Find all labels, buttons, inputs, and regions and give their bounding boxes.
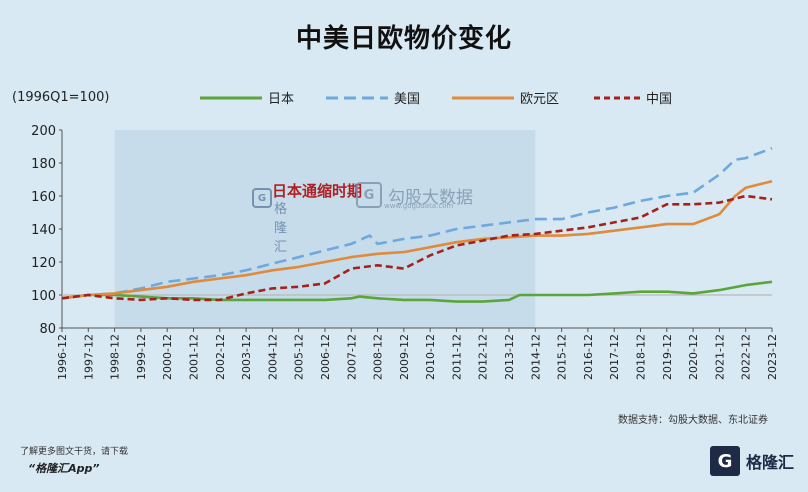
x-tick-label: 2013-12 [503,334,516,380]
x-tick-label: 2018-12 [635,334,648,380]
x-tick-label: 2002-12 [214,334,227,380]
legend-item-us: 美国 [326,88,420,107]
x-tick-label: 2005-12 [293,334,306,380]
y-tick-label: 180 [31,157,56,172]
chart-title: 中美日欧物价变化 [295,24,512,54]
x-tick-label: 2019-12 [661,334,674,380]
footer-app-name: “格隆汇App” [28,462,100,475]
series-line-china [61,194,773,302]
x-tick-label: 2012-12 [477,334,490,380]
watermark-left: G 格隆汇 [252,188,287,255]
x-tick-label: 2022-12 [740,334,753,380]
x-tick-label: 2001-12 [187,334,200,380]
y-tick-label: 80 [39,322,56,337]
legend: 日本 美国 欧元区 中国 [0,88,808,110]
watermark-left-logo-icon: G [252,188,272,208]
y-unit-label: (1996Q1=100) [12,90,110,105]
x-tick-label: 2015-12 [556,334,569,380]
y-tick-label: 160 [31,190,56,205]
legend-item-japan: 日本 [200,88,294,107]
x-tick-label: 2003-12 [240,334,253,380]
series-line-euro [61,179,773,300]
legend-item-euro: 欧元区 [452,88,559,107]
x-tick-label: 2017-12 [608,334,621,380]
x-tick-label: 2004-12 [266,334,279,380]
x-tick-label: 1997-12 [82,334,95,380]
x-tick-label: 2010-12 [424,334,437,380]
y-tick-label: 200 [31,124,56,139]
x-tick-label: 2021-12 [713,334,726,380]
footer-note: 了解更多图文干货，请下载 [20,447,129,457]
data-source: 数据支持：勾股大数据、东北证券 [618,415,768,426]
y-tick-label: 100 [31,289,56,304]
x-tick-label: 2006-12 [319,334,332,380]
x-tick-label: 2007-12 [345,334,358,380]
brand-logo: G 格隆汇 [709,446,794,476]
brand-name: 格隆汇 [745,453,794,472]
watermark-url: www.gogudata.com [384,202,454,210]
brand-logo-icon: G [709,446,740,476]
deflation-period-annotation: 日本通缩时期 [272,182,363,200]
x-tick-label: 2009-12 [398,334,411,380]
legend-label-us: 美国 [394,92,421,107]
legend-label-euro: 欧元区 [520,92,560,107]
series-line-us [61,146,773,300]
x-tick-label: 2023-12 [766,334,779,380]
x-tick-label: 2014-12 [529,334,542,380]
x-tick-label: 2011-12 [450,334,463,380]
watermark: G 勾股大数据 www.gogudata.com [356,182,473,210]
x-tick-label: 2000-12 [161,334,174,380]
legend-label-japan: 日本 [268,92,295,107]
legend-item-china: 中国 [594,88,672,107]
legend-label-china: 中国 [646,92,673,107]
x-tick-label: 2008-12 [372,334,385,380]
x-tick-label: 2016-12 [582,334,595,380]
x-tick-label: 1996-12 [56,334,69,380]
y-tick-label: 120 [31,256,56,271]
watermark-logo-icon: G [356,182,382,208]
x-tick-label: 1998-12 [109,334,122,380]
series-line-japan [61,280,773,303]
x-tick-label: 1999-12 [135,334,148,380]
x-tick-label: 2020-12 [687,334,700,380]
watermark-text: 勾股大数据 [388,187,473,208]
watermark-left-text: 格隆汇 [274,202,288,255]
y-tick-label: 140 [31,223,56,238]
